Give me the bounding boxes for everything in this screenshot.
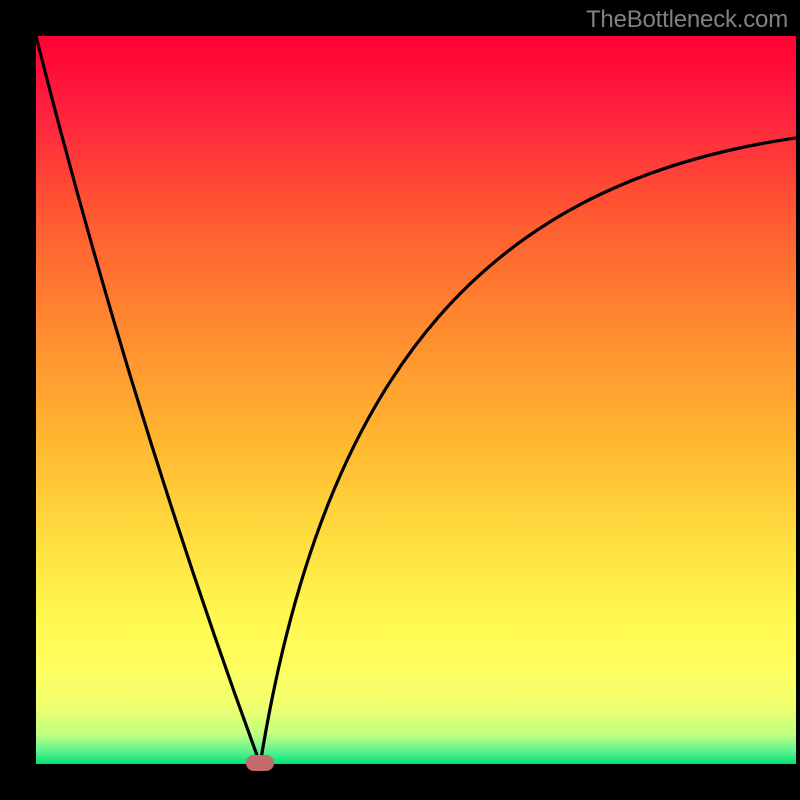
plot-area (36, 36, 796, 764)
curve-left-branch (36, 36, 260, 764)
bottleneck-curve (36, 36, 796, 764)
curve-right-branch (260, 138, 796, 764)
watermark-text: TheBottleneck.com (586, 6, 788, 34)
minimum-marker (246, 755, 274, 771)
